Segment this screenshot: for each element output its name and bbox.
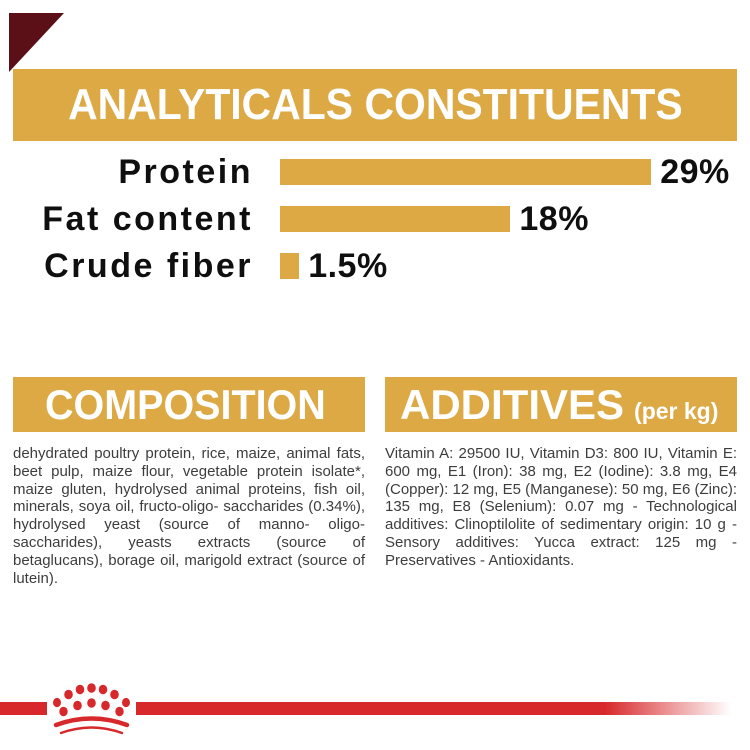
chart-row-protein: Protein 29%	[0, 153, 750, 191]
chart-bar-crude-fiber	[280, 253, 300, 279]
chart-label-fat-content: Fat content	[42, 200, 253, 238]
royal-canin-crown-paw-logo	[53, 683, 130, 735]
crown-pearls	[53, 683, 130, 717]
composition-header: COMPOSITION	[13, 377, 365, 432]
crown-arc-thick	[53, 716, 130, 728]
composition-section: COMPOSITION dehydrated poultry protein, …	[13, 377, 365, 587]
chart-label-crude-fiber: Crude fiber	[44, 247, 253, 285]
footer-red-band-left	[0, 702, 47, 715]
footer-red-band-right	[136, 702, 737, 715]
additives-header: ADDITIVES (per kg)	[385, 377, 737, 432]
info-columns: COMPOSITION dehydrated poultry protein, …	[13, 377, 737, 587]
additives-section: ADDITIVES (per kg) Vitamin A: 29500 IU, …	[385, 377, 737, 587]
crown-arc-thin	[59, 726, 124, 735]
additives-body: Vitamin A: 29500 IU, Vitamin D3: 800 IU,…	[385, 445, 737, 569]
chart-row-fat-content: Fat content 18%	[0, 200, 750, 238]
analytical-constituents-title: ANALYTICALS CONSTITUENTS	[67, 80, 683, 129]
chart-label-protein: Protein	[118, 153, 253, 191]
chart-row-crude-fiber: Crude fiber 1.5%	[0, 247, 750, 285]
analytical-constituents-chart: Protein 29% Fat content 18% Crude fiber …	[0, 153, 750, 300]
chart-value-protein: 29%	[660, 153, 730, 191]
chart-value-fat-content: 18%	[519, 200, 589, 238]
chart-bar-protein	[280, 159, 652, 185]
chart-bar-fat-content	[280, 206, 511, 232]
additives-title: ADDITIVES	[400, 380, 625, 428]
chart-value-crude-fiber: 1.5%	[308, 247, 388, 285]
corner-fold-triangle	[9, 13, 64, 72]
composition-body: dehydrated poultry protein, rice, maize,…	[13, 445, 365, 587]
analytical-constituents-banner: ANALYTICALS CONSTITUENTS	[13, 69, 737, 141]
additives-title-suffix: (per kg)	[634, 398, 719, 424]
composition-title: COMPOSITION	[45, 380, 326, 428]
